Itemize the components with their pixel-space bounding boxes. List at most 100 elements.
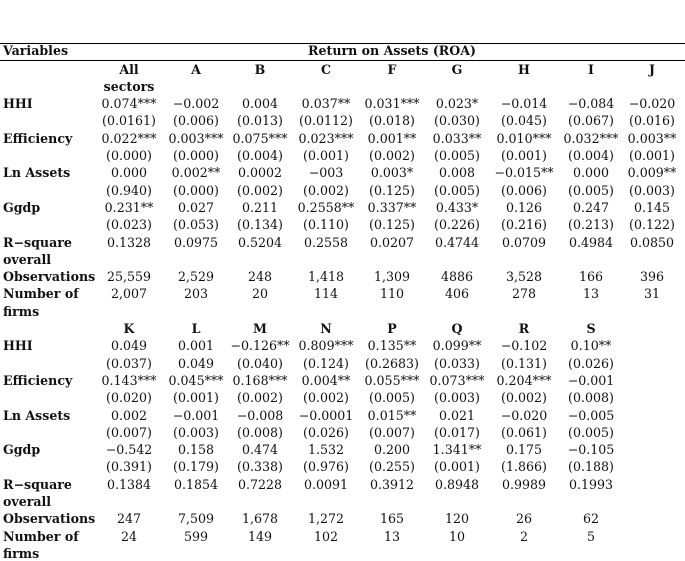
coefficient-cell: 0.433* <box>435 199 479 215</box>
coefficient-cell: 0.0002 <box>237 165 283 181</box>
coefficient-cell: 5 <box>586 528 596 544</box>
standard-error-cell: (0.026) <box>303 424 349 440</box>
standard-error-cell: (0.002) <box>501 390 547 406</box>
row-label: Ggdp <box>3 442 41 458</box>
coefficient-cell: −0.002 <box>172 96 220 112</box>
row-label: firms <box>3 545 40 561</box>
standard-error-cell: (0.125) <box>369 182 415 198</box>
standard-error-cell: (0.188) <box>568 459 614 475</box>
coefficient-cell: 165 <box>379 511 405 527</box>
column-header: All <box>119 61 139 77</box>
coefficient-cell: 0.027 <box>177 199 215 215</box>
standard-error-cell: (0.017) <box>434 424 480 440</box>
coefficient-cell: −0.005 <box>567 407 615 423</box>
coefficient-cell: 20 <box>251 286 269 302</box>
standard-error-cell: (0.013) <box>237 113 283 129</box>
coefficient-cell: 1,272 <box>307 511 345 527</box>
coefficient-cell: 0.4744 <box>434 234 480 250</box>
coefficient-cell: 0.023* <box>435 96 479 112</box>
coefficient-cell: 24 <box>120 528 138 544</box>
row-label: R−square <box>3 234 72 250</box>
standard-error-cell: (0.003) <box>434 390 480 406</box>
coefficient-cell: 0.000 <box>110 165 148 181</box>
standard-error-cell: (0.001) <box>501 148 547 163</box>
standard-error-cell: (1.866) <box>501 459 547 475</box>
row-label: Observations <box>3 269 96 285</box>
standard-error-cell: (0.033) <box>434 355 480 371</box>
coefficient-cell: 0.055*** <box>364 372 420 388</box>
coefficient-cell: 0.3912 <box>369 476 415 492</box>
coefficient-cell: 0.158 <box>177 442 215 458</box>
standard-error-cell: (0.0161) <box>102 113 156 129</box>
coefficient-cell: 0.074*** <box>101 96 157 112</box>
row-label: Observations <box>3 511 96 527</box>
standard-error-cell: (0.2683) <box>365 355 419 371</box>
coefficient-cell: 13 <box>383 528 401 544</box>
coefficient-cell: 7,509 <box>177 511 215 527</box>
standard-error-cell: (0.007) <box>106 424 152 440</box>
coefficient-cell: 0.126 <box>505 199 543 215</box>
standard-error-cell: (0.001) <box>434 459 480 475</box>
coefficient-cell: 4886 <box>440 269 474 285</box>
standard-error-cell: (0.002) <box>237 390 283 406</box>
row-label: Ln Assets <box>3 165 71 181</box>
coefficient-cell: 0.075*** <box>232 130 288 146</box>
coefficient-cell: 203 <box>183 286 209 302</box>
coefficient-cell: 0.049 <box>110 338 148 354</box>
row-label: overall <box>3 251 52 267</box>
coefficient-cell: 110 <box>379 286 405 302</box>
coefficient-cell: 0.003* <box>370 165 414 181</box>
column-header: G <box>451 61 463 77</box>
coefficient-cell: 0.045*** <box>168 372 224 388</box>
coefficient-cell: −0.008 <box>236 407 284 423</box>
coefficient-cell: 248 <box>247 269 273 285</box>
standard-error-cell: (0.000) <box>173 182 219 198</box>
coefficient-cell: 25,559 <box>106 269 152 285</box>
standard-error-cell: (0.134) <box>237 217 283 233</box>
standard-error-cell: (0.005) <box>369 390 415 406</box>
row-label: Efficiency <box>3 130 73 146</box>
coefficient-cell: 0.021 <box>438 407 476 423</box>
standard-error-cell: (0.008) <box>568 390 614 406</box>
coefficient-cell: 0.1993 <box>568 476 614 492</box>
coefficient-cell: 0.003*** <box>168 130 224 146</box>
coefficient-cell: 0.1384 <box>106 476 152 492</box>
coefficient-cell: 0.033** <box>432 130 482 146</box>
standard-error-cell: (0.020) <box>106 390 152 406</box>
coefficient-cell: 0.003** <box>627 130 677 146</box>
coefficient-cell: 0.0091 <box>303 476 349 492</box>
coefficient-cell: 26 <box>515 511 533 527</box>
coefficient-cell: 0.0207 <box>369 234 415 250</box>
variables-header: Variables <box>3 43 69 58</box>
standard-error-cell: (0.005) <box>568 182 614 198</box>
standard-error-cell: (0.002) <box>237 182 283 198</box>
coefficient-cell: 0.032*** <box>563 130 619 146</box>
coefficient-cell: 0.2558** <box>297 199 355 215</box>
coefficient-cell: −0.0001 <box>298 407 354 423</box>
standard-error-cell: (0.000) <box>173 148 219 163</box>
header-rule <box>0 60 685 61</box>
standard-error-cell: 0.049 <box>177 355 215 371</box>
row-label: Number of <box>3 528 79 544</box>
standard-error-cell: (0.213) <box>568 217 614 233</box>
standard-error-cell: (0.216) <box>501 217 547 233</box>
coefficient-cell: 0.004** <box>301 372 351 388</box>
standard-error-cell: (0.110) <box>303 217 349 233</box>
standard-error-cell: (0.008) <box>237 424 283 440</box>
coefficient-cell: 0.002 <box>110 407 148 423</box>
row-label: HHI <box>3 338 33 354</box>
standard-error-cell: (0.061) <box>501 424 547 440</box>
dependent-variable-title: Return on Assets (ROA) <box>308 43 476 58</box>
coefficient-cell: −0.015** <box>494 165 554 181</box>
column-header: K <box>123 321 135 336</box>
coefficient-cell: 0.031*** <box>364 96 420 112</box>
standard-error-cell: (0.026) <box>568 355 614 371</box>
coefficient-cell: 0.8948 <box>434 476 480 492</box>
row-label: Ln Assets <box>3 407 71 423</box>
standard-error-cell: (0.391) <box>106 459 152 475</box>
standard-error-cell: (0.003) <box>629 182 675 198</box>
coefficient-cell: −0.084 <box>567 96 615 112</box>
standard-error-cell: (0.003) <box>173 424 219 440</box>
row-label: HHI <box>3 96 33 112</box>
coefficient-cell: 0.002** <box>171 165 221 181</box>
